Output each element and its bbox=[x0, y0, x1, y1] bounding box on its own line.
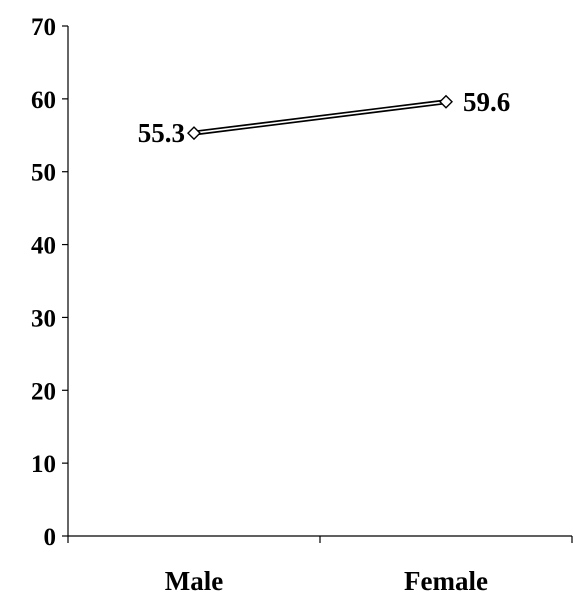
y-tick-label: 40 bbox=[31, 233, 56, 260]
y-tick-label: 30 bbox=[31, 305, 56, 332]
series-line-inner bbox=[193, 100, 447, 134]
x-axis: Male Female bbox=[67, 535, 573, 596]
y-tick-label: 60 bbox=[31, 87, 56, 114]
x-category-label: Male bbox=[165, 566, 223, 596]
diamond-marker bbox=[439, 94, 453, 109]
y-axis: 0 10 20 30 40 50 60 70 bbox=[31, 14, 69, 551]
diamond-marker bbox=[187, 126, 201, 141]
data-markers bbox=[187, 94, 453, 141]
x-category-label: Female bbox=[404, 566, 488, 596]
y-tick-label: 70 bbox=[31, 14, 56, 41]
y-tick-label: 20 bbox=[31, 378, 56, 405]
data-labels: 55.3 59.6 bbox=[138, 87, 511, 148]
data-value-label: 55.3 bbox=[138, 118, 185, 148]
y-tick-label: 10 bbox=[31, 451, 56, 478]
data-value-label: 59.6 bbox=[463, 87, 510, 117]
series-line-group bbox=[193, 99, 447, 136]
y-tick-label: 0 bbox=[44, 524, 57, 551]
y-tick-label: 50 bbox=[31, 160, 56, 187]
